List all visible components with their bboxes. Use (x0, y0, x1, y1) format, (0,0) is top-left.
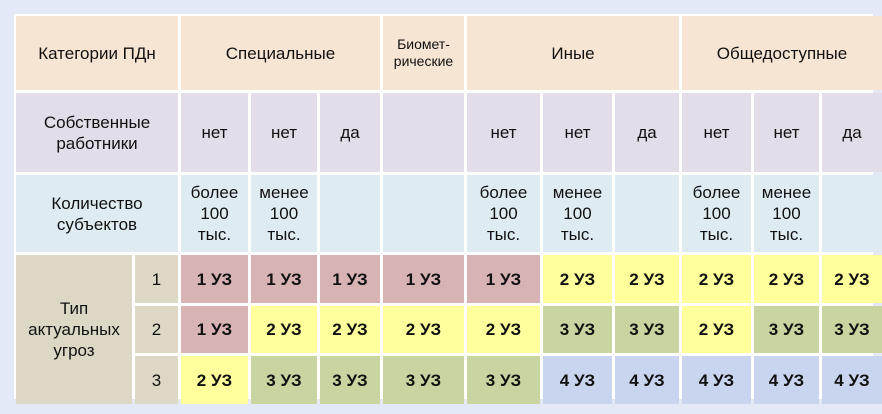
protection-level-cell: 4 УЗ (615, 356, 679, 404)
subjects-value: более 100 тыс. (682, 175, 751, 252)
protection-level-cell: 3 УЗ (754, 306, 819, 353)
protection-level-cell: 4 УЗ (543, 356, 612, 404)
protection-level-cell: 2 УЗ (822, 255, 882, 303)
protection-level-cell: 1 УЗ (181, 255, 248, 303)
protection-level-cell: 2 УЗ (682, 306, 751, 353)
protection-level-cell: 4 УЗ (754, 356, 819, 404)
category-header: Специальные (181, 16, 380, 90)
subjects-value: более 100 тыс. (467, 175, 540, 252)
protection-level-cell: 2 УЗ (181, 356, 248, 404)
employees-value: нет (467, 93, 540, 172)
subjects-value: менее 100 тыс. (251, 175, 317, 252)
employees-value: да (615, 93, 679, 172)
protection-level-cell: 1 УЗ (181, 306, 248, 353)
protection-level-cell: 2 УЗ (251, 306, 317, 353)
employees-value: да (822, 93, 882, 172)
subjects-value: более 100 тыс. (181, 175, 248, 252)
protection-level-cell: 1 УЗ (383, 255, 464, 303)
protection-level-cell: 2 УЗ (543, 255, 612, 303)
subjects-value (822, 175, 882, 252)
category-header: Иные (467, 16, 679, 90)
employees-value: нет (543, 93, 612, 172)
threat-type-label: Тип актуальных угроз (16, 255, 132, 404)
threat-type-number: 3 (135, 356, 178, 404)
employees-value: нет (682, 93, 751, 172)
subjects-value: менее 100 тыс. (543, 175, 612, 252)
subjects-label: Количество субъектов (16, 175, 178, 252)
employees-label: Собственные работники (16, 93, 178, 172)
protection-level-cell: 3 УЗ (467, 356, 540, 404)
employees-value (383, 93, 464, 172)
protection-level-cell: 1 УЗ (320, 255, 380, 303)
protection-level-cell: 3 УЗ (543, 306, 612, 353)
category-header: Общедоступные (682, 16, 882, 90)
subjects-value (320, 175, 380, 252)
protection-level-cell: 2 УЗ (467, 306, 540, 353)
subjects-value (615, 175, 679, 252)
threat-type-number: 1 (135, 255, 178, 303)
protection-level-cell: 4 УЗ (682, 356, 751, 404)
protection-level-cell: 3 УЗ (320, 356, 380, 404)
category-header-label: Категории ПДн (16, 16, 178, 90)
employees-value: нет (251, 93, 317, 172)
protection-level-cell: 2 УЗ (320, 306, 380, 353)
employees-value: нет (181, 93, 248, 172)
protection-level-cell: 2 УЗ (682, 255, 751, 303)
protection-level-cell: 3 УЗ (383, 356, 464, 404)
category-header: Биомет- рические (383, 16, 464, 90)
protection-level-cell: 4 УЗ (822, 356, 882, 404)
protection-level-cell: 2 УЗ (383, 306, 464, 353)
protection-level-cell: 3 УЗ (615, 306, 679, 353)
threat-type-number: 2 (135, 306, 178, 353)
protection-levels-table: Категории ПДн Специальные Биомет- рические… (16, 16, 882, 404)
employees-value: да (320, 93, 380, 172)
protection-level-cell: 3 УЗ (822, 306, 882, 353)
protection-level-cell: 1 УЗ (467, 255, 540, 303)
protection-level-cell: 1 УЗ (251, 255, 317, 303)
protection-level-cell: 3 УЗ (251, 356, 317, 404)
subjects-value (383, 175, 464, 252)
protection-level-cell: 2 УЗ (754, 255, 819, 303)
protection-level-cell: 2 УЗ (615, 255, 679, 303)
subjects-value: менее 100 тыс. (754, 175, 819, 252)
employees-value: нет (754, 93, 819, 172)
